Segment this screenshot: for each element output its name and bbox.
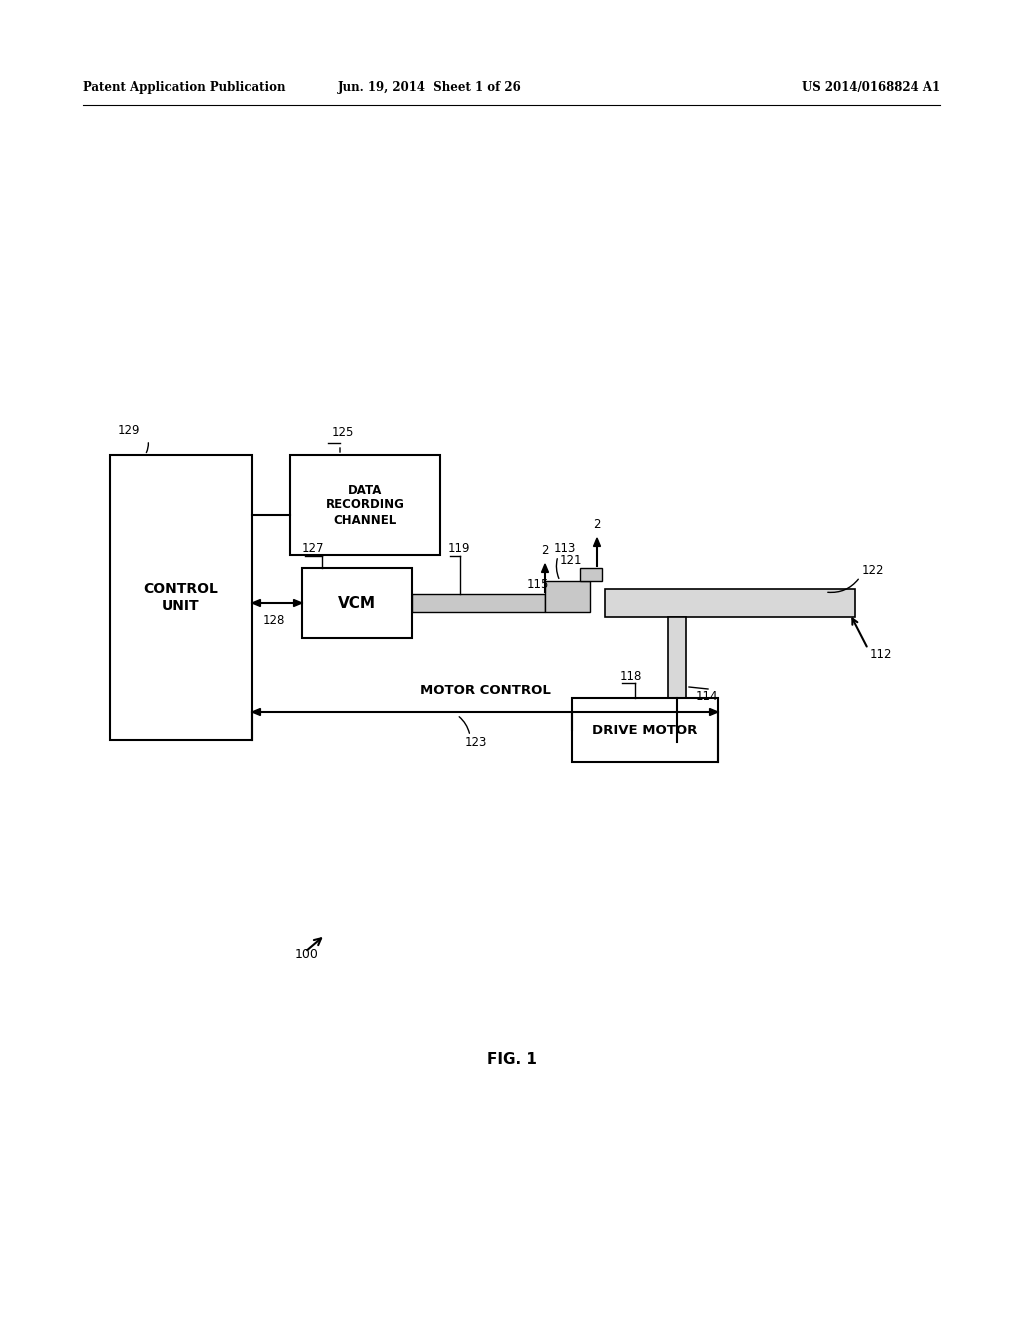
Text: 121: 121 xyxy=(559,554,582,568)
Text: 127: 127 xyxy=(302,541,325,554)
Bar xyxy=(412,594,545,612)
Text: 2: 2 xyxy=(593,517,601,531)
Polygon shape xyxy=(252,709,260,715)
Text: 119: 119 xyxy=(449,541,470,554)
Text: 2: 2 xyxy=(542,544,549,557)
Text: 114: 114 xyxy=(696,690,719,704)
Polygon shape xyxy=(252,599,260,606)
Bar xyxy=(668,616,686,742)
Polygon shape xyxy=(542,564,549,573)
Polygon shape xyxy=(594,539,600,546)
Bar xyxy=(110,455,252,741)
Bar xyxy=(580,568,602,581)
Text: Patent Application Publication: Patent Application Publication xyxy=(83,82,286,95)
Text: 118: 118 xyxy=(620,669,642,682)
Text: 128: 128 xyxy=(263,614,286,627)
Text: 129: 129 xyxy=(118,424,140,437)
Text: US 2014/0168824 A1: US 2014/0168824 A1 xyxy=(802,82,940,95)
Text: DATA
RECORDING
CHANNEL: DATA RECORDING CHANNEL xyxy=(326,483,404,527)
Text: VCM: VCM xyxy=(338,595,376,610)
Text: DRIVE MOTOR: DRIVE MOTOR xyxy=(592,723,697,737)
Text: 113: 113 xyxy=(554,541,577,554)
Bar xyxy=(302,568,412,638)
Text: Jun. 19, 2014  Sheet 1 of 26: Jun. 19, 2014 Sheet 1 of 26 xyxy=(338,82,522,95)
Text: 123: 123 xyxy=(465,735,487,748)
Text: 100: 100 xyxy=(295,949,318,961)
Text: 112: 112 xyxy=(870,648,893,661)
Text: 122: 122 xyxy=(862,565,885,578)
Text: 125: 125 xyxy=(332,425,354,438)
Bar xyxy=(572,698,718,762)
Text: 115: 115 xyxy=(527,578,549,591)
Text: CONTROL
UNIT: CONTROL UNIT xyxy=(143,582,218,612)
Bar xyxy=(605,589,855,616)
Bar xyxy=(545,581,590,612)
Text: MOTOR CONTROL: MOTOR CONTROL xyxy=(420,684,551,697)
Polygon shape xyxy=(294,599,302,606)
Bar xyxy=(290,455,440,554)
Text: FIG. 1: FIG. 1 xyxy=(487,1052,537,1068)
Polygon shape xyxy=(710,709,718,715)
